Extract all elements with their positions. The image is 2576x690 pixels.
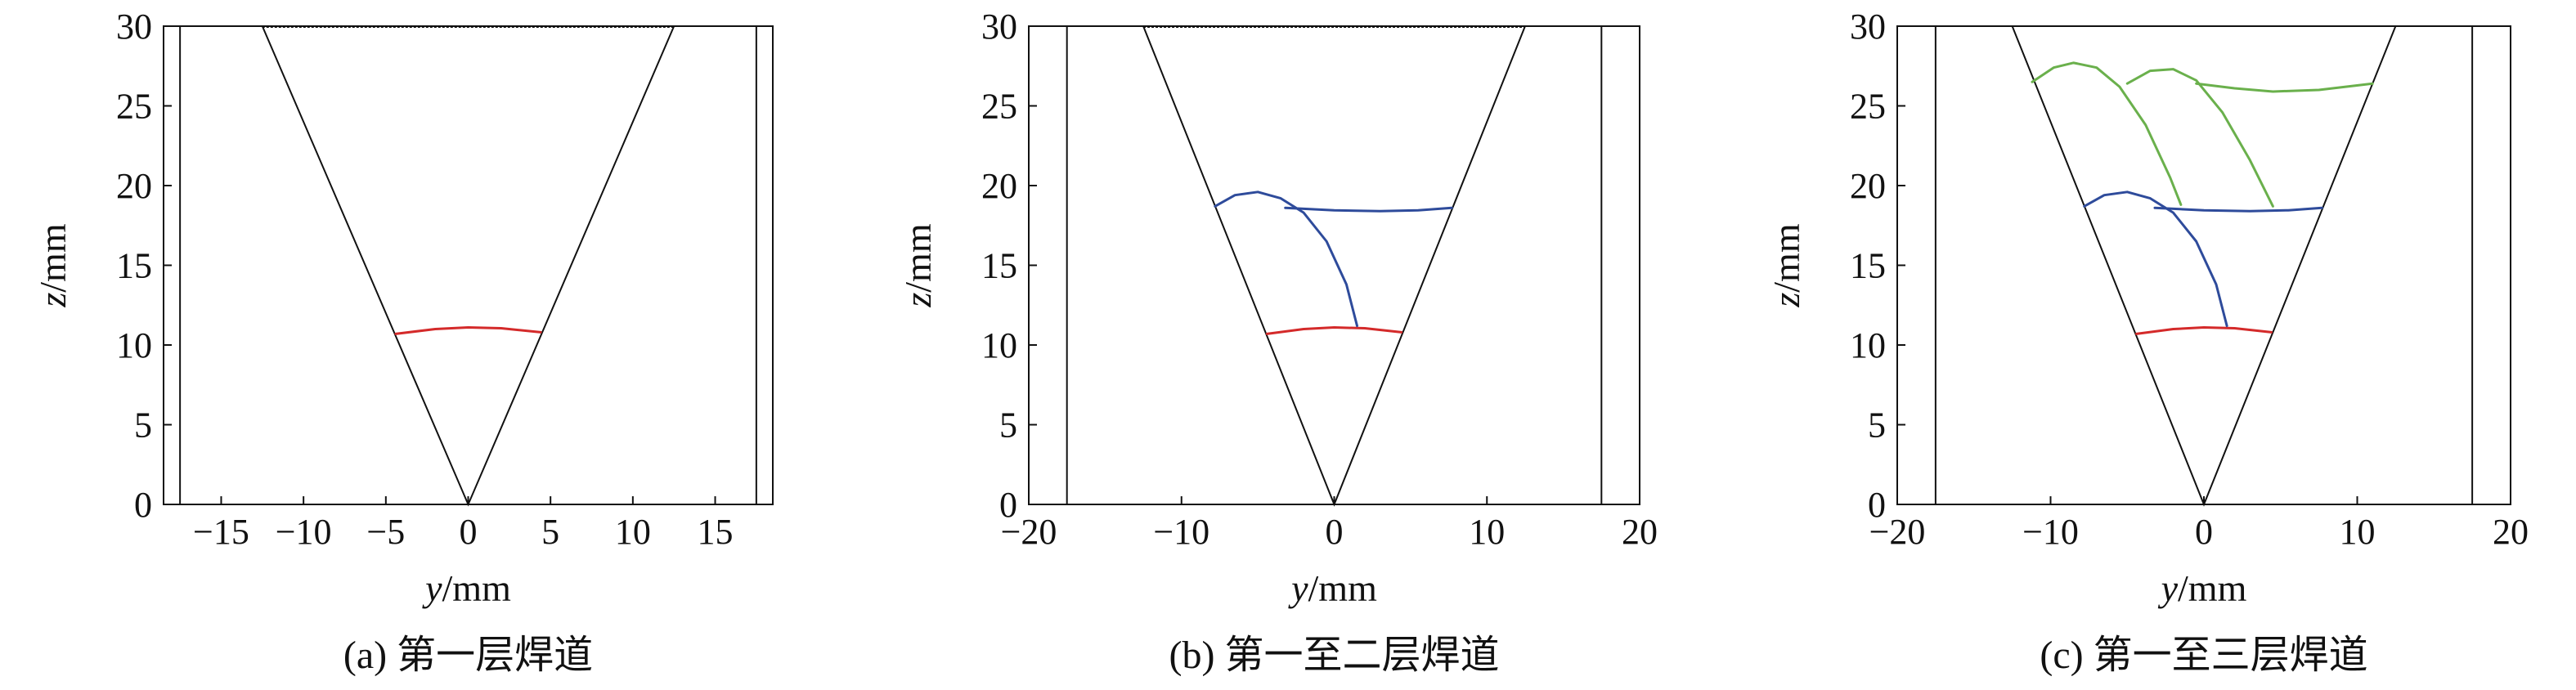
x-axis-label: y/mm xyxy=(422,567,511,609)
weld-bead-curve-2 xyxy=(2083,190,2228,328)
x-axis-label: y/mm xyxy=(1288,567,1377,609)
y-tick-label: 5 xyxy=(999,405,1017,446)
x-axis-var: y xyxy=(1288,567,1308,609)
y-tick-label: 15 xyxy=(981,246,1017,286)
x-tick-label: 0 xyxy=(2195,512,2213,552)
y-tick-label: 30 xyxy=(116,7,152,47)
x-tick-label: 0 xyxy=(1326,512,1344,552)
weld-bead-curve-5 xyxy=(2125,68,2274,208)
y-tick-label: 0 xyxy=(999,485,1017,525)
x-axis-unit: /mm xyxy=(442,567,512,609)
y-tick-label: 15 xyxy=(1850,246,1886,286)
groove-line xyxy=(1142,25,1526,507)
weld-bead-curve-3 xyxy=(2153,206,2323,213)
y-tick-label: 0 xyxy=(134,485,152,525)
y-tick-label: 25 xyxy=(116,87,152,127)
panel-caption: (a) 第一层焊道 xyxy=(343,634,593,677)
y-tick-label: 30 xyxy=(981,7,1017,47)
x-tick-label: −20 xyxy=(1001,512,1057,552)
weld-bead-curve-1 xyxy=(394,326,542,335)
weld-bead-curve-6 xyxy=(2195,82,2374,93)
x-tick-label: 0 xyxy=(460,512,478,552)
y-tick-label: 5 xyxy=(1868,405,1886,446)
y-axis-unit: /mm xyxy=(897,223,939,293)
y-tick-label: 5 xyxy=(134,405,152,446)
weld-bead-curve-4 xyxy=(2031,61,2183,206)
y-axis-label: z/mm xyxy=(32,223,74,307)
x-axis-unit: /mm xyxy=(2178,567,2247,609)
y-axis-label: z/mm xyxy=(897,223,939,307)
weld-bead-curve-1 xyxy=(2135,326,2273,335)
y-tick-label: 0 xyxy=(1868,485,1886,525)
x-tick-label: −10 xyxy=(276,512,332,552)
weld-bead-curve-1 xyxy=(1265,326,1403,335)
y-axis-var: z xyxy=(32,293,74,308)
panel-caption: (b) 第一至二层焊道 xyxy=(1169,634,1500,677)
y-tick-label: 25 xyxy=(981,87,1017,127)
y-tick-label: 10 xyxy=(981,325,1017,365)
groove-line xyxy=(261,25,675,507)
x-tick-label: −15 xyxy=(193,512,249,552)
plot-frame xyxy=(163,25,774,505)
y-tick-label: 20 xyxy=(1850,166,1886,206)
x-axis-var: y xyxy=(422,567,442,609)
x-axis-label: y/mm xyxy=(2158,567,2247,609)
weld-bead-curve-3 xyxy=(1284,206,1453,213)
x-tick-label: −10 xyxy=(1153,512,1209,552)
x-axis-var: y xyxy=(2158,567,2179,609)
y-tick-label: 20 xyxy=(116,166,152,206)
panel-caption: (c) 第一至三层焊道 xyxy=(2040,634,2367,677)
x-tick-label: 15 xyxy=(698,512,734,552)
x-tick-label: 20 xyxy=(2493,512,2529,552)
y-axis-unit: /mm xyxy=(32,223,74,293)
x-tick-label: −10 xyxy=(2022,512,2079,552)
y-axis-unit: /mm xyxy=(1766,223,1807,293)
y-tick-label: 25 xyxy=(1850,87,1886,127)
x-tick-label: 5 xyxy=(541,512,559,552)
x-tick-label: −20 xyxy=(1869,512,1926,552)
x-tick-label: −5 xyxy=(366,512,405,552)
x-axis-unit: /mm xyxy=(1308,567,1378,609)
plot-frame xyxy=(1896,25,2511,505)
y-tick-label: 10 xyxy=(1850,325,1886,365)
x-tick-label: 10 xyxy=(1469,512,1505,552)
y-axis-var: z xyxy=(1766,293,1807,308)
y-axis-label: z/mm xyxy=(1766,223,1807,307)
y-axis-var: z xyxy=(897,293,939,308)
y-tick-label: 30 xyxy=(1850,7,1886,47)
y-tick-label: 15 xyxy=(116,246,152,286)
x-tick-label: 20 xyxy=(1622,512,1658,552)
y-tick-label: 10 xyxy=(116,325,152,365)
plot-frame xyxy=(1028,25,1640,505)
x-tick-label: 10 xyxy=(2340,512,2376,552)
groove-line xyxy=(2011,25,2397,507)
y-tick-label: 20 xyxy=(981,166,1017,206)
weld-bead-curve-2 xyxy=(1214,190,1359,328)
x-tick-label: 10 xyxy=(615,512,651,552)
